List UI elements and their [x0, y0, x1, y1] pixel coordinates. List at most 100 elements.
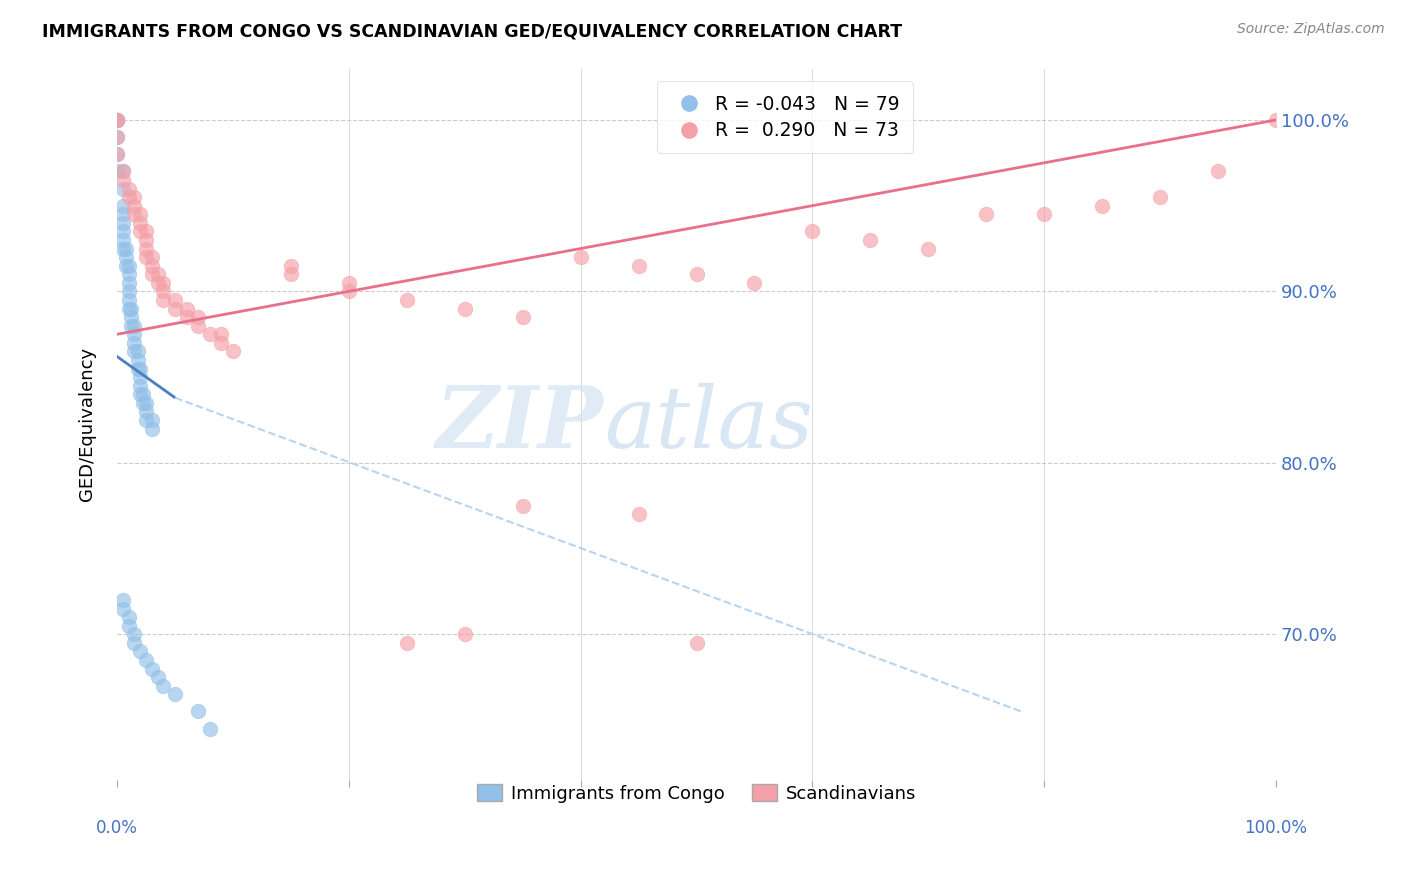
Point — [124, 636, 146, 650]
Point — [105, 112, 128, 127]
Point — [512, 310, 534, 324]
Point — [627, 259, 650, 273]
Point — [685, 636, 707, 650]
Text: IMMIGRANTS FROM CONGO VS SCANDINAVIAN GED/EQUIVALENCY CORRELATION CHART: IMMIGRANTS FROM CONGO VS SCANDINAVIAN GE… — [42, 22, 903, 40]
Point — [124, 190, 146, 204]
Point — [111, 216, 134, 230]
Text: 0.0%: 0.0% — [96, 819, 138, 837]
Point — [105, 112, 128, 127]
Point — [395, 293, 418, 307]
Point — [135, 396, 157, 410]
Point — [176, 310, 198, 324]
Point — [131, 387, 153, 401]
Point — [127, 344, 149, 359]
Point — [111, 224, 134, 238]
Point — [111, 164, 134, 178]
Point — [627, 508, 650, 522]
Point — [129, 370, 152, 384]
Point — [1033, 207, 1056, 221]
Point — [801, 224, 824, 238]
Point — [135, 404, 157, 418]
Point — [124, 207, 146, 221]
Point — [105, 130, 128, 145]
Point — [176, 301, 198, 316]
Point — [974, 207, 997, 221]
Point — [395, 636, 418, 650]
Point — [209, 327, 232, 342]
Point — [124, 199, 146, 213]
Point — [135, 653, 157, 667]
Point — [135, 250, 157, 264]
Point — [209, 335, 232, 350]
Point — [124, 318, 146, 333]
Point — [118, 190, 141, 204]
Point — [105, 112, 128, 127]
Point — [1265, 112, 1288, 127]
Text: ZIP: ZIP — [436, 383, 603, 466]
Point — [118, 259, 141, 273]
Point — [187, 705, 209, 719]
Point — [135, 233, 157, 247]
Point — [105, 112, 128, 127]
Point — [146, 670, 169, 684]
Point — [135, 242, 157, 256]
Point — [141, 259, 163, 273]
Point — [131, 396, 153, 410]
Point — [129, 224, 152, 238]
Point — [120, 318, 142, 333]
Point — [152, 293, 174, 307]
Point — [129, 644, 152, 658]
Point — [135, 413, 157, 427]
Point — [118, 293, 141, 307]
Point — [146, 276, 169, 290]
Point — [859, 233, 882, 247]
Point — [152, 679, 174, 693]
Point — [187, 310, 209, 324]
Point — [454, 301, 477, 316]
Point — [685, 267, 707, 281]
Point — [454, 627, 477, 641]
Point — [744, 276, 766, 290]
Point — [280, 267, 302, 281]
Point — [163, 301, 186, 316]
Point — [129, 361, 152, 376]
Point — [1149, 190, 1171, 204]
Point — [115, 250, 138, 264]
Point — [105, 130, 128, 145]
Point — [1206, 164, 1229, 178]
Point — [118, 267, 141, 281]
Legend: Immigrants from Congo, Scandinavians: Immigrants from Congo, Scandinavians — [470, 777, 924, 810]
Point — [141, 661, 163, 675]
Point — [152, 285, 174, 299]
Point — [115, 259, 138, 273]
Point — [917, 242, 939, 256]
Point — [118, 610, 141, 624]
Text: 100.0%: 100.0% — [1244, 819, 1308, 837]
Point — [111, 242, 134, 256]
Point — [118, 285, 141, 299]
Point — [124, 335, 146, 350]
Point — [146, 267, 169, 281]
Point — [198, 722, 221, 736]
Point — [198, 327, 221, 342]
Point — [141, 267, 163, 281]
Point — [105, 147, 128, 161]
Y-axis label: GED/Equivalency: GED/Equivalency — [79, 347, 96, 501]
Point — [222, 344, 245, 359]
Point — [127, 361, 149, 376]
Point — [129, 216, 152, 230]
Point — [141, 421, 163, 435]
Point — [118, 276, 141, 290]
Point — [129, 387, 152, 401]
Point — [105, 147, 128, 161]
Point — [111, 199, 134, 213]
Point — [163, 293, 186, 307]
Point — [105, 164, 128, 178]
Point — [111, 233, 134, 247]
Point — [124, 627, 146, 641]
Point — [337, 285, 360, 299]
Point — [124, 344, 146, 359]
Point — [111, 207, 134, 221]
Point — [118, 301, 141, 316]
Point — [1091, 199, 1114, 213]
